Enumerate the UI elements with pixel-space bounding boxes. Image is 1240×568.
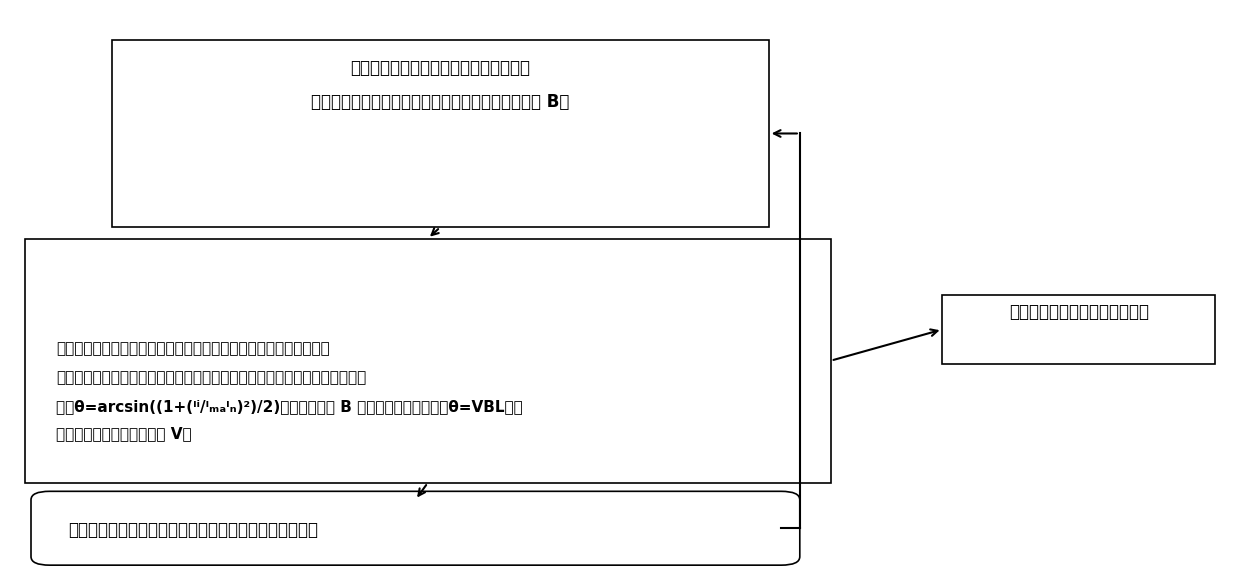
FancyBboxPatch shape <box>25 239 831 483</box>
Text: 待测稀土玻璃的费尔德常数 V；: 待测稀土玻璃的费尔德常数 V； <box>56 427 191 441</box>
FancyBboxPatch shape <box>112 40 769 227</box>
Text: 将待测稀土玻璃置于可变间距电磁铁中，: 将待测稀土玻璃置于可变间距电磁铁中， <box>350 59 531 77</box>
FancyBboxPatch shape <box>31 491 800 565</box>
Text: 通过直流电源为电磁铁供电，用高斯计测量磁场强度 B；: 通过直流电源为电磁铁供电，用高斯计测量磁场强度 B； <box>311 93 569 111</box>
Text: 度及θ=arcsin((1+(ᴵⁱ/ᴵₘₐᴵₙ)²)/2)得到磁场强度 B 的法拉第转角，并通过θ=VBL得到: 度及θ=arcsin((1+(ᴵⁱ/ᴵₘₐᴵₙ)²)/2)得到磁场强度 B 的法… <box>56 399 522 415</box>
Text: 打开线偏振光产生器，线偏振光经过稀土玻璃后的光偏振方向发生改: 打开线偏振光产生器，线偏振光经过稀土玻璃后的光偏振方向发生改 <box>56 341 330 356</box>
Text: 变，通过迈克尔逊干涉仪第二反射镜的扫描得到干涉条纹，通过干涉条纹的强: 变，通过迈克尔逊干涉仪第二反射镜的扫描得到干涉条纹，通过干涉条纹的强 <box>56 370 366 385</box>
Text: 改变直流电源的电压值大小使稀土玻璃所处磁场大小改变: 改变直流电源的电压值大小使稀土玻璃所处磁场大小改变 <box>68 521 319 539</box>
Text: 求平均值得到费尔德常数测量值: 求平均值得到费尔德常数测量值 <box>1009 303 1148 321</box>
FancyBboxPatch shape <box>942 295 1215 364</box>
